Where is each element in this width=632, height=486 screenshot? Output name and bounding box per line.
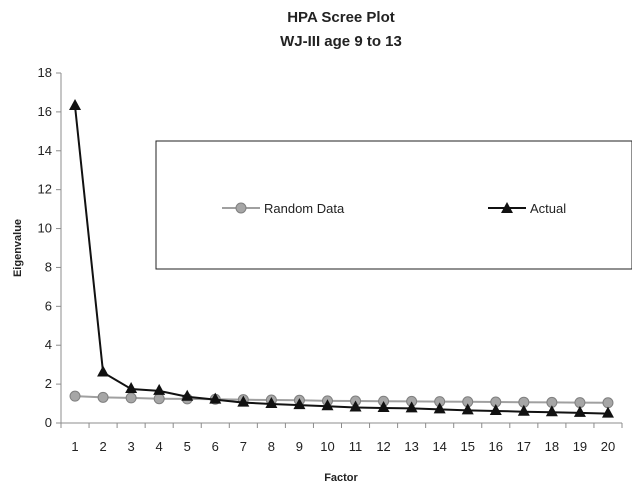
actual-point (125, 381, 138, 393)
actual-point (153, 383, 166, 395)
x-tick-label: 11 (349, 439, 363, 454)
plot-series (69, 99, 614, 418)
actual-point (573, 405, 586, 417)
y-tick-label: 0 (45, 415, 52, 430)
actual-point (489, 403, 502, 415)
x-tick-label: 9 (296, 439, 303, 454)
actual-point (209, 392, 222, 404)
y-tick-label: 10 (38, 221, 52, 236)
legend-random-marker (235, 202, 247, 214)
actual-point (601, 406, 614, 418)
actual-line (74, 105, 609, 415)
x-tick-label: 8 (268, 439, 275, 454)
actual-point (265, 396, 278, 408)
y-tick-label: 14 (38, 143, 52, 158)
x-tick-label: 12 (376, 439, 390, 454)
x-tick-label: 3 (128, 439, 135, 454)
y-tick-label: 12 (38, 182, 52, 197)
y-tick-label: 18 (38, 65, 52, 80)
random-data-point (125, 392, 137, 404)
random-data-point (153, 393, 165, 405)
actual-point (181, 389, 194, 401)
random-data-point (69, 390, 81, 402)
x-tick-label: 17 (517, 439, 531, 454)
x-tick-label: 7 (240, 439, 247, 454)
actual-point (433, 402, 446, 414)
x-tick-label: 18 (545, 439, 559, 454)
actual-point (97, 365, 110, 377)
y-axis-label: Eigenvalue (12, 219, 24, 277)
x-tick-label: 10 (320, 439, 334, 454)
x-axis-label: Factor (324, 472, 358, 484)
y-axis: 0 2 4 6 8 10 12 14 16 18 (38, 65, 62, 430)
actual-point (405, 401, 418, 413)
x-tick-label: 14 (432, 439, 446, 454)
random-data-point (602, 397, 614, 409)
x-tick-label: 1 (71, 439, 78, 454)
chart-subtitle: WJ-III age 9 to 13 (280, 33, 402, 50)
actual-point (69, 99, 82, 111)
x-tick-label: 2 (99, 439, 106, 454)
actual-point (545, 405, 558, 417)
actual-point (349, 400, 362, 412)
legend-box (155, 140, 632, 270)
x-tick-label: 5 (184, 439, 191, 454)
actual-point (237, 395, 250, 407)
random-data-point (97, 391, 109, 403)
y-tick-label: 6 (45, 298, 52, 313)
actual-point (321, 399, 334, 411)
x-tick-label: 19 (573, 439, 587, 454)
x-tick-label: 4 (156, 439, 163, 454)
x-tick-label: 20 (601, 439, 615, 454)
legend-random-label: Random Data (264, 201, 345, 216)
y-tick-label: 8 (45, 259, 52, 274)
y-tick-label: 2 (45, 376, 52, 391)
legend-actual-marker (501, 202, 513, 213)
legend: Random Data Actual (155, 140, 632, 270)
chart-title: HPA Scree Plot (287, 9, 395, 26)
x-tick-label: 13 (404, 439, 418, 454)
legend-actual-label: Actual (530, 201, 566, 216)
x-tick-label: 16 (489, 439, 503, 454)
y-tick-label: 16 (38, 104, 52, 119)
actual-point (293, 398, 306, 410)
x-tick-label: 15 (460, 439, 474, 454)
x-axis: 1 2 3 4 5 6 7 8 9 10 11 12 13 14 15 16 17 18 19 20 (60, 422, 623, 454)
y-tick-label: 4 (45, 337, 52, 352)
actual-point (461, 403, 474, 415)
actual-point (517, 404, 530, 416)
actual-point (377, 401, 390, 413)
x-tick-label: 6 (212, 439, 219, 454)
